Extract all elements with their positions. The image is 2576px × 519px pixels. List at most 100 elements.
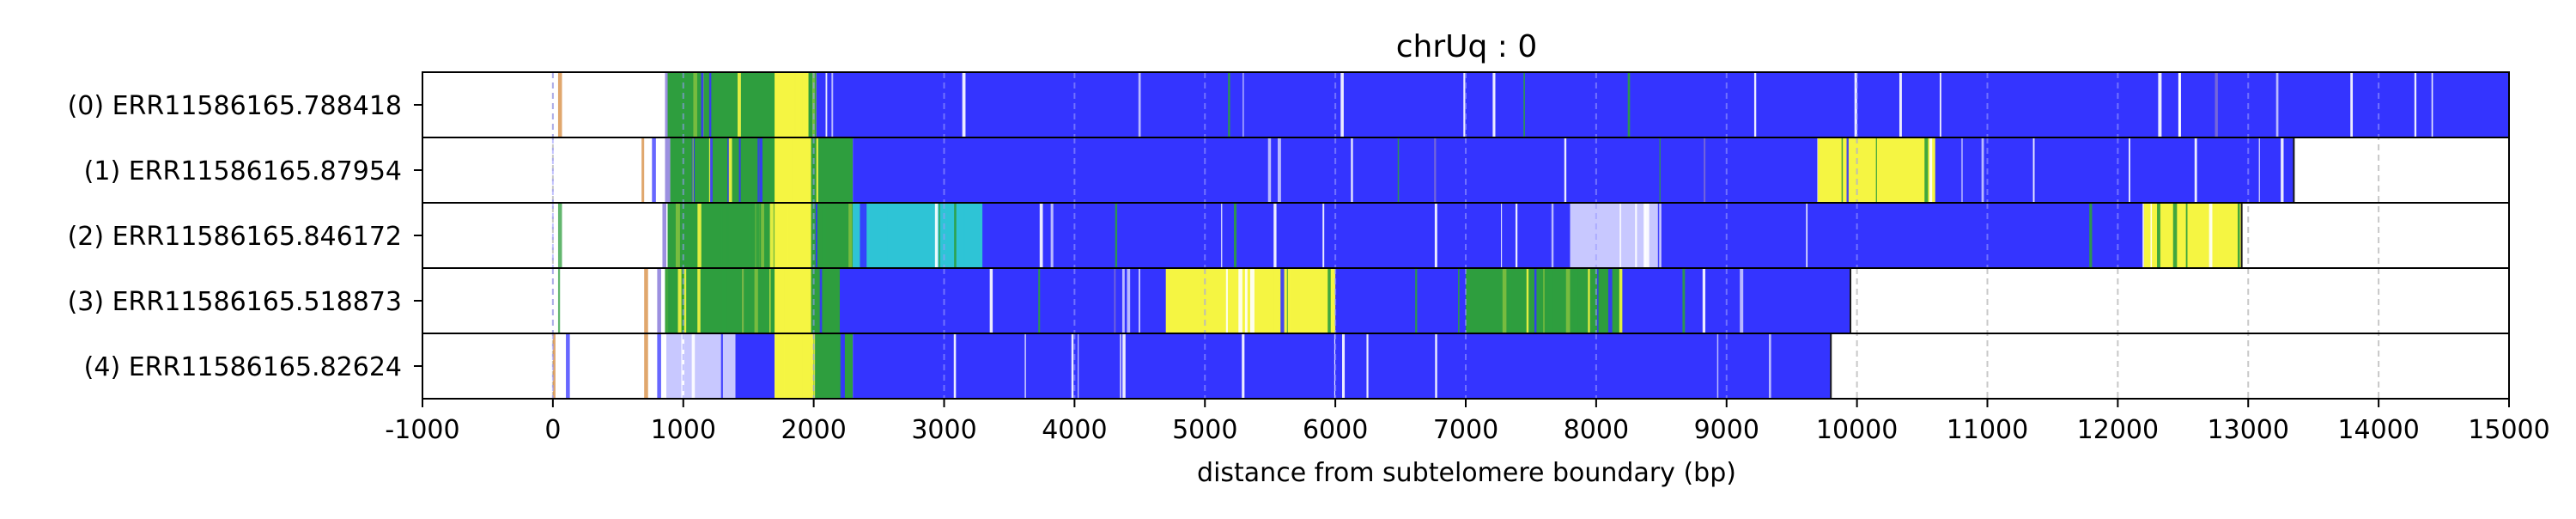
- track-stripe: [1543, 268, 1545, 333]
- track-stripe: [1277, 137, 1281, 203]
- track-stripe: [1280, 268, 1285, 333]
- track-stripe: [1846, 137, 1849, 203]
- read-track: [557, 203, 2243, 268]
- track-stripe: [2194, 137, 2197, 203]
- x-tick-label: 12000: [2077, 415, 2159, 445]
- track-stripe: [1644, 203, 1649, 268]
- track-stripe: [1551, 203, 1554, 268]
- track-stripe: [1038, 268, 1041, 333]
- read-label: (2) ERR11586165.846172: [68, 222, 402, 252]
- x-tick-label: 14000: [2337, 415, 2419, 445]
- track-stripe: [726, 203, 728, 268]
- track-stripe: [692, 137, 694, 203]
- track-stripe: [1397, 137, 1400, 203]
- track-stripe: [1273, 203, 1277, 268]
- track-stripe: [2414, 72, 2417, 137]
- track-mark: [566, 333, 570, 399]
- x-tick-label: 10000: [1816, 415, 1898, 445]
- track-stripe: [744, 268, 749, 333]
- track-mark: [557, 203, 562, 268]
- track-stripe: [2032, 137, 2035, 203]
- x-tick-label: 15000: [2468, 415, 2549, 445]
- track-stripe: [2237, 203, 2240, 268]
- track-stripe: [720, 333, 723, 399]
- track-mark: [641, 137, 645, 203]
- track-stripe: [1434, 137, 1437, 203]
- x-tick-label: 3000: [911, 415, 976, 445]
- track-stripe: [1502, 268, 1507, 333]
- track-stripe: [940, 203, 942, 268]
- track-mark: [552, 333, 556, 399]
- read-label: (1) ERR11586165.87954: [84, 156, 402, 186]
- track-stripe: [1127, 268, 1131, 333]
- track-stripe: [786, 268, 790, 333]
- track-stripe: [738, 137, 741, 203]
- x-tick-label: 5000: [1172, 415, 1237, 445]
- track-stripe: [1228, 72, 1230, 137]
- track-stripe: [671, 268, 677, 333]
- track-stripe: [1221, 203, 1223, 268]
- track-stripe: [1627, 72, 1631, 137]
- track-stripe: [756, 203, 760, 268]
- track-stripe: [1981, 137, 1984, 203]
- x-axis: -1000 0 1000 2000 3000 4000 5000 6000 7000 8000 90…: [385, 399, 2550, 445]
- track-stripe: [2218, 203, 2221, 268]
- track-stripe: [2215, 72, 2218, 137]
- track-stripe: [671, 333, 674, 399]
- track-stripe: [714, 72, 718, 137]
- track-stripe: [1342, 333, 1346, 399]
- track-stripe: [1740, 268, 1744, 333]
- track-stripe: [962, 72, 966, 137]
- track-stripe: [1435, 333, 1437, 399]
- track-stripe: [1288, 268, 1291, 333]
- track-block: [775, 203, 811, 268]
- track-stripe: [1249, 268, 1255, 333]
- x-tick-label: 13000: [2208, 415, 2289, 445]
- track-stripe: [691, 333, 696, 399]
- track-stripe: [732, 137, 734, 203]
- track-stripe: [1267, 137, 1272, 203]
- track-stripe: [1841, 137, 1844, 203]
- track-stripe: [1619, 203, 1622, 268]
- track-stripe: [1322, 203, 1325, 268]
- track-stripe: [1463, 72, 1466, 137]
- x-tick-label: 4000: [1042, 415, 1107, 445]
- track-stripe: [1657, 203, 1660, 268]
- track-stripe: [1327, 268, 1331, 333]
- track-block: [853, 203, 984, 268]
- track-stripe: [773, 203, 775, 268]
- track-mark: [665, 72, 669, 137]
- track-block: [853, 333, 1832, 399]
- track-stripe: [1899, 72, 1902, 137]
- track-stripe: [938, 203, 940, 268]
- track-stripe: [787, 137, 793, 203]
- track-stripe: [1844, 137, 1846, 203]
- track-stripe: [754, 268, 758, 333]
- track-stripe: [1607, 268, 1613, 333]
- track-stripe: [1531, 268, 1534, 333]
- track-stripe: [2185, 203, 2188, 268]
- track-stripe: [947, 203, 949, 268]
- track-stripe: [1233, 203, 1237, 268]
- track-stripe: [794, 268, 796, 333]
- track-stripe: [1523, 72, 1525, 137]
- track-stripe: [2150, 203, 2153, 268]
- track-stripe: [759, 137, 762, 203]
- track-stripe: [1565, 268, 1571, 333]
- track-stripe: [939, 203, 940, 268]
- track-stripe: [1961, 137, 1963, 203]
- track-stripe: [2208, 203, 2213, 268]
- track-stripe: [2214, 203, 2217, 268]
- track-stripe: [1039, 203, 1043, 268]
- track-stripe: [1286, 268, 1288, 333]
- track-stripe: [2129, 137, 2130, 203]
- track-stripe: [840, 333, 844, 399]
- track-stripe: [831, 72, 834, 137]
- track-mark: [557, 72, 562, 137]
- track-stripe: [727, 137, 729, 203]
- track-stripe: [720, 203, 723, 268]
- track-stripe: [799, 203, 801, 268]
- track-stripe: [1303, 268, 1306, 333]
- track-stripe: [783, 333, 785, 399]
- track-mark: [644, 333, 648, 399]
